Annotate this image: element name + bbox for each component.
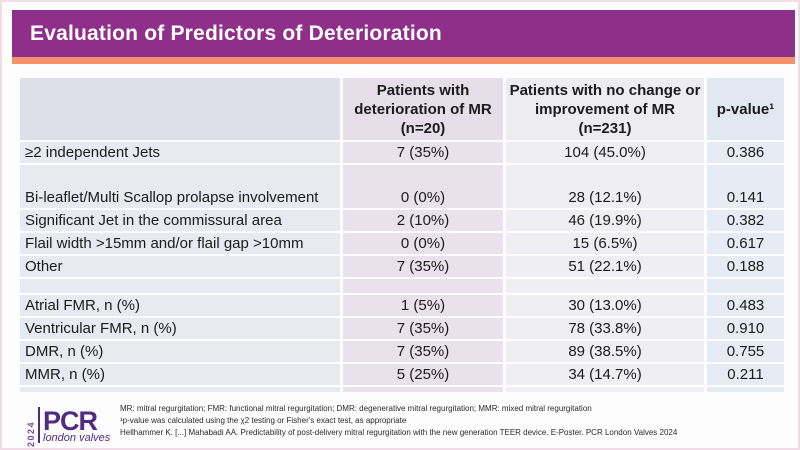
- spacer-row: [20, 279, 784, 293]
- deterioration-value: 1 (5%): [343, 295, 503, 316]
- no-change-value: 28 (12.1%): [506, 165, 704, 208]
- table-row: Ventricular FMR, n (%) 7 (35%) 78 (33.8%…: [20, 318, 784, 339]
- no-change-value: 34 (14.7%): [506, 364, 704, 385]
- table-row: Bi-leaflet/Multi Scallop prolapse involv…: [20, 165, 784, 208]
- no-change-value: 104 (45.0%): [506, 142, 704, 163]
- row-label: DMR, n (%): [20, 341, 340, 362]
- logo-divider: [38, 407, 40, 443]
- title-band: Evaluation of Predictors of Deterioratio…: [12, 10, 795, 57]
- footnote-citation: Hellhammer K. [...] Mahabadi AA. Predict…: [120, 428, 678, 437]
- pcr-london-valves-logo: 2024 PCR london valves: [26, 405, 110, 447]
- column-header-deterioration: Patients with deterioration of MR (n=20): [343, 78, 503, 140]
- column-header-no-change: Patients with no change or improvement o…: [506, 78, 704, 140]
- no-change-value: 46 (19.9%): [506, 210, 704, 231]
- table-row: Significant Jet in the commissural area …: [20, 210, 784, 231]
- spacer-row: [20, 387, 784, 392]
- column-header-p-value: p-value¹: [707, 78, 784, 140]
- p-value: 0.755: [707, 341, 784, 362]
- p-value: 0.382: [707, 210, 784, 231]
- p-value: 0.617: [707, 233, 784, 254]
- no-change-value: 15 (6.5%): [506, 233, 704, 254]
- p-value: 0.141: [707, 165, 784, 208]
- row-label: Significant Jet in the commissural area: [20, 210, 340, 231]
- row-label: Other: [20, 256, 340, 277]
- logo-year: 2024: [26, 420, 36, 447]
- footnote-abbreviations: MR: mitral regurgitation; FMR: functiona…: [120, 404, 592, 413]
- table-header-row: Patients with deterioration of MR (n=20)…: [20, 78, 784, 140]
- footnote-p-value: ¹p-value was calculated using the χ2 tes…: [120, 416, 407, 425]
- deterioration-value: 7 (35%): [343, 341, 503, 362]
- deterioration-value: 2 (10%): [343, 210, 503, 231]
- no-change-value: 89 (38.5%): [506, 341, 704, 362]
- p-value: 0.211: [707, 364, 784, 385]
- row-label: ≥2 independent Jets: [20, 142, 340, 163]
- logo-brand: PCR: [43, 405, 98, 436]
- column-header-empty: [20, 78, 340, 140]
- row-label: Ventricular FMR, n (%): [20, 318, 340, 339]
- deterioration-value: 7 (35%): [343, 142, 503, 163]
- no-change-value: 30 (13.0%): [506, 295, 704, 316]
- table-row: Atrial FMR, n (%) 1 (5%) 30 (13.0%) 0.48…: [20, 295, 784, 316]
- p-value: 0.483: [707, 295, 784, 316]
- table-row: MMR, n (%) 5 (25%) 34 (14.7%) 0.211: [20, 364, 784, 385]
- page-title: Evaluation of Predictors of Deterioratio…: [30, 21, 442, 45]
- no-change-value: 78 (33.8%): [506, 318, 704, 339]
- footnotes: MR: mitral regurgitation; FMR: functiona…: [120, 403, 780, 439]
- p-value: 0.386: [707, 142, 784, 163]
- table-row: Other 7 (35%) 51 (22.1%) 0.188: [20, 256, 784, 277]
- p-value: 0.188: [707, 256, 784, 277]
- table-row: ≥2 independent Jets 7 (35%) 104 (45.0%) …: [20, 142, 784, 163]
- title-underline: [12, 57, 795, 64]
- row-label: MMR, n (%): [20, 364, 340, 385]
- row-label: Flail width >15mm and/or flail gap >10mm: [20, 233, 340, 254]
- deterioration-value: 7 (35%): [343, 318, 503, 339]
- deterioration-value: 0 (0%): [343, 233, 503, 254]
- table-row: Flail width >15mm and/or flail gap >10mm…: [20, 233, 784, 254]
- deterioration-value: 5 (25%): [343, 364, 503, 385]
- row-label: Bi-leaflet/Multi Scallop prolapse involv…: [20, 165, 340, 208]
- table-row: DMR, n (%) 7 (35%) 89 (38.5%) 0.755: [20, 341, 784, 362]
- deterioration-value: 0 (0%): [343, 165, 503, 208]
- no-change-value: 51 (22.1%): [506, 256, 704, 277]
- predictors-table: Patients with deterioration of MR (n=20)…: [17, 76, 787, 394]
- logo-tagline: london valves: [43, 431, 111, 444]
- deterioration-value: 7 (35%): [343, 256, 503, 277]
- p-value: 0.910: [707, 318, 784, 339]
- row-label: Atrial FMR, n (%): [20, 295, 340, 316]
